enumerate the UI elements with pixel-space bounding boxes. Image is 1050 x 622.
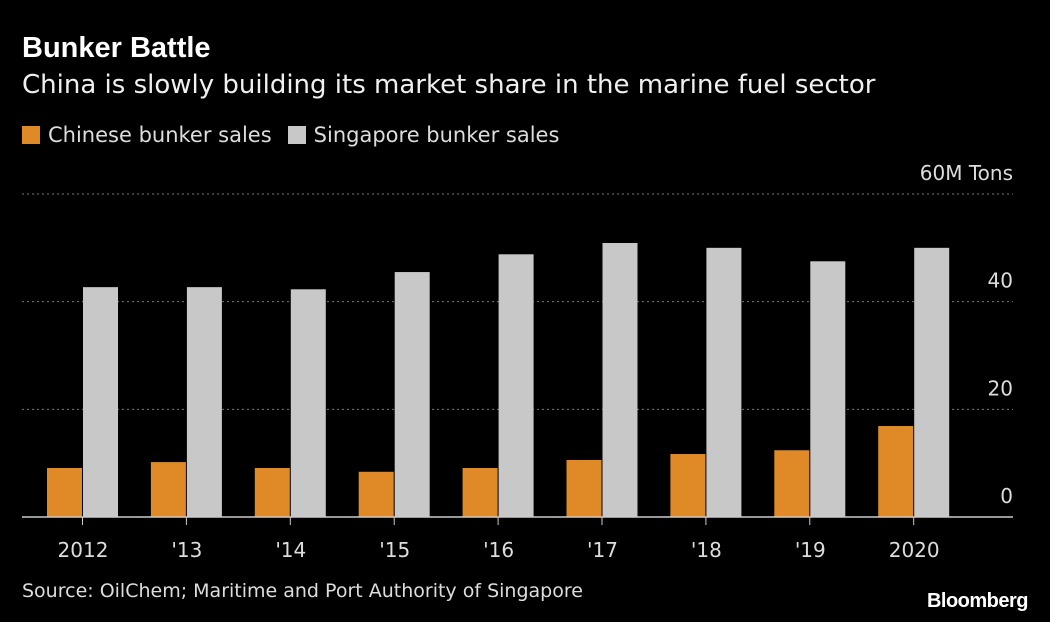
bar-chinese <box>774 450 810 517</box>
bar-chinese <box>358 471 394 517</box>
y-tick-label: 20 <box>988 376 1013 400</box>
y-tick-label: 0 <box>1000 484 1013 508</box>
x-tick-label: '13 <box>171 538 202 562</box>
legend-label-singapore: Singapore bunker sales <box>313 123 560 147</box>
bar-chinese <box>254 468 290 517</box>
legend-swatch-chinese <box>22 126 40 144</box>
bar-chinese <box>150 462 186 517</box>
y-tick-label: 60M Tons <box>920 161 1013 185</box>
bar-chinese <box>670 454 706 517</box>
x-tick-label: '18 <box>691 538 722 562</box>
bar-singapore <box>83 287 118 517</box>
x-tick-label: 2012 <box>58 538 109 562</box>
bar-singapore <box>914 247 950 518</box>
bar-singapore <box>810 261 846 517</box>
chart-subtitle: China is slowly building its market shar… <box>22 70 876 100</box>
x-tick-label: 2020 <box>889 538 940 562</box>
bloomberg-logo: Bloomberg <box>926 590 1029 612</box>
bar-singapore <box>394 272 430 517</box>
legend-swatch-singapore <box>287 126 306 144</box>
legend-label-chinese: Chinese bunker sales <box>48 123 272 147</box>
bar-singapore <box>290 289 326 517</box>
x-tick-label: '17 <box>587 538 618 562</box>
x-tick-label: '15 <box>379 538 410 562</box>
x-tick-label: '19 <box>795 538 826 562</box>
bar-chinese <box>47 468 82 517</box>
bar-chinese <box>462 468 498 517</box>
legend: Chinese bunker sales Singapore bunker sa… <box>22 123 559 147</box>
x-tick-label: '16 <box>483 538 514 562</box>
bar-singapore <box>498 254 534 517</box>
bar-chinese <box>566 459 602 517</box>
legend-item-singapore: Singapore bunker sales <box>287 123 560 147</box>
legend-item-chinese: Chinese bunker sales <box>22 123 272 147</box>
source-note: Source: OilChem; Maritime and Port Autho… <box>22 580 583 602</box>
chart-title: Bunker Battle <box>22 32 211 64</box>
bar-singapore <box>186 287 222 517</box>
bar-chinese <box>878 426 914 517</box>
y-tick-label: 40 <box>988 269 1013 293</box>
bar-singapore <box>706 247 742 518</box>
bar-singapore <box>602 242 638 517</box>
x-tick-label: '14 <box>275 538 306 562</box>
